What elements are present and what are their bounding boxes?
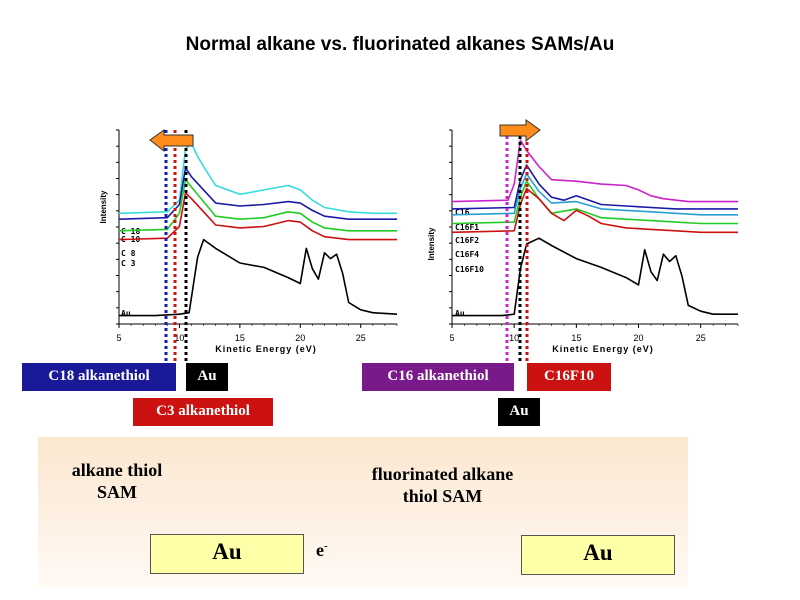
- x-tick-label: 15: [571, 333, 581, 343]
- electron-label: e-: [316, 540, 328, 560]
- series-line-au: [452, 237, 738, 317]
- series-label: C 3: [121, 259, 136, 268]
- series-label: C16F4: [455, 250, 479, 259]
- series-line-c-18: [118, 142, 397, 215]
- x-tick-label: 5: [449, 333, 454, 343]
- au-right-label: Au: [498, 398, 540, 426]
- au-left-label: Au: [186, 363, 228, 391]
- c16f10-label: C16F10: [527, 363, 611, 391]
- x-axis-label: Kinetic Energy (eV): [552, 344, 654, 354]
- c3-alkanethiol-label: C3 alkanethiol: [133, 398, 273, 426]
- y-axis-label: Intensity: [99, 190, 108, 223]
- right-shift-arrow-icon: [499, 119, 541, 143]
- x-tick-label: 10: [174, 333, 184, 343]
- series-label: Au: [455, 309, 465, 318]
- c18-alkanethiol-label: C18 alkanethiol: [22, 363, 176, 391]
- series-line-c-8: [118, 178, 397, 232]
- x-tick-label: 20: [295, 333, 305, 343]
- alkane-thiol-sam-label: alkane thiol SAM: [71, 460, 163, 502]
- x-tick-label: 25: [356, 333, 366, 343]
- series-line-c16f1: [451, 164, 738, 210]
- series-label: C16F2: [455, 236, 479, 245]
- au-substrate-left: Au: [150, 534, 304, 574]
- series-label: C16: [455, 208, 470, 217]
- series-line-au: [119, 238, 398, 317]
- series-line-c16f10: [451, 187, 738, 234]
- series-line-c16f2: [451, 173, 738, 216]
- series-label: Au: [121, 309, 131, 318]
- series-label: C 18: [121, 227, 140, 236]
- page-title: Normal alkane vs. fluorinated alkanes SA…: [185, 34, 615, 55]
- y-axis-label: Intensity: [427, 227, 436, 260]
- x-tick-label: 15: [235, 333, 245, 343]
- series-line-c-3: [118, 192, 397, 241]
- series-label: C 8: [121, 249, 136, 258]
- x-tick-label: 10: [509, 333, 519, 343]
- left-shift-arrow-icon: [149, 129, 194, 153]
- series-label: C16F1: [455, 223, 479, 232]
- x-tick-label: 25: [696, 333, 706, 343]
- series-line-c16: [451, 139, 738, 203]
- x-axis-label: Kinetic Energy (eV): [215, 344, 317, 354]
- c16-alkanethiol-label: C16 alkanethiol: [362, 363, 514, 391]
- fluorinated-thiol-sam-label: fluorinated alkane thiol SAM: [371, 464, 514, 506]
- x-tick-label: 5: [116, 333, 121, 343]
- au-substrate-right: Au: [521, 535, 675, 575]
- x-tick-label: 20: [634, 333, 644, 343]
- series-line-c-10: [118, 167, 397, 220]
- series-label: C16F10: [455, 265, 484, 274]
